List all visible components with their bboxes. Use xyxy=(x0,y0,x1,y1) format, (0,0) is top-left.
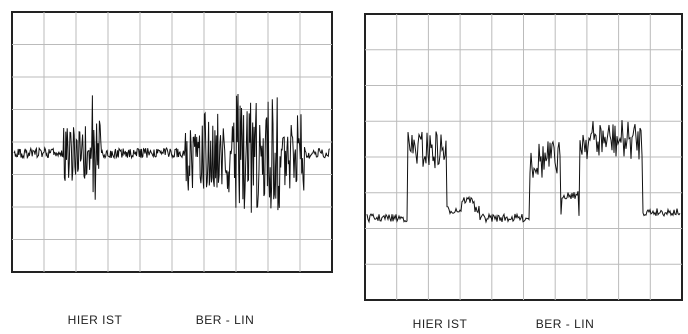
page: {"panels": [ {"labels": ["HIER IST", "BE… xyxy=(0,0,688,334)
left-label-2: BER - LIN xyxy=(196,313,255,327)
figure: HIER IST BER - LIN HIER IST BER - LIN xyxy=(0,0,688,334)
right-label-2: BER - LIN xyxy=(536,317,595,331)
left-label-1: HIER IST xyxy=(68,313,123,327)
right-label-1: HIER IST xyxy=(413,317,468,331)
